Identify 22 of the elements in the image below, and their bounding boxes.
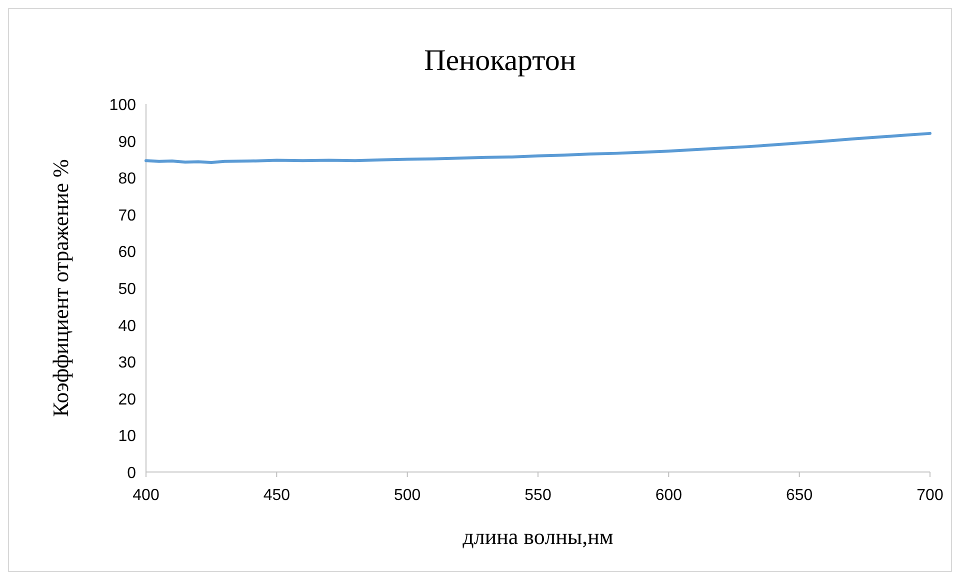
y-tick-label: 100	[109, 97, 136, 114]
y-tick-label: 60	[118, 244, 136, 262]
y-axis-title: Коэффициент отражение %	[48, 159, 73, 417]
x-tick-label: 650	[786, 487, 813, 504]
x-tick-label: 550	[524, 487, 552, 504]
y-tick-label: 80	[118, 170, 136, 188]
line-series	[144, 132, 932, 164]
x-tick-label: 400	[132, 487, 160, 504]
y-tick-label: 30	[118, 354, 136, 372]
y-tick-label: 20	[118, 391, 136, 408]
y-tick-label: 10	[118, 428, 136, 446]
y-tick-label: 0	[127, 465, 136, 482]
chart-title: Пенокартон	[424, 44, 576, 77]
x-tick-label: 500	[394, 487, 421, 504]
y-tick-label: 50	[118, 281, 136, 298]
y-tick-label: 70	[118, 207, 136, 224]
x-tick-label: 700	[916, 487, 944, 504]
x-axis-title: длина волны,нм	[462, 524, 614, 549]
x-tick-label: 600	[655, 487, 682, 504]
y-tick-label: 40	[118, 318, 136, 335]
x-tick-label: 450	[263, 487, 290, 504]
y-tick-label: 90	[118, 134, 136, 151]
